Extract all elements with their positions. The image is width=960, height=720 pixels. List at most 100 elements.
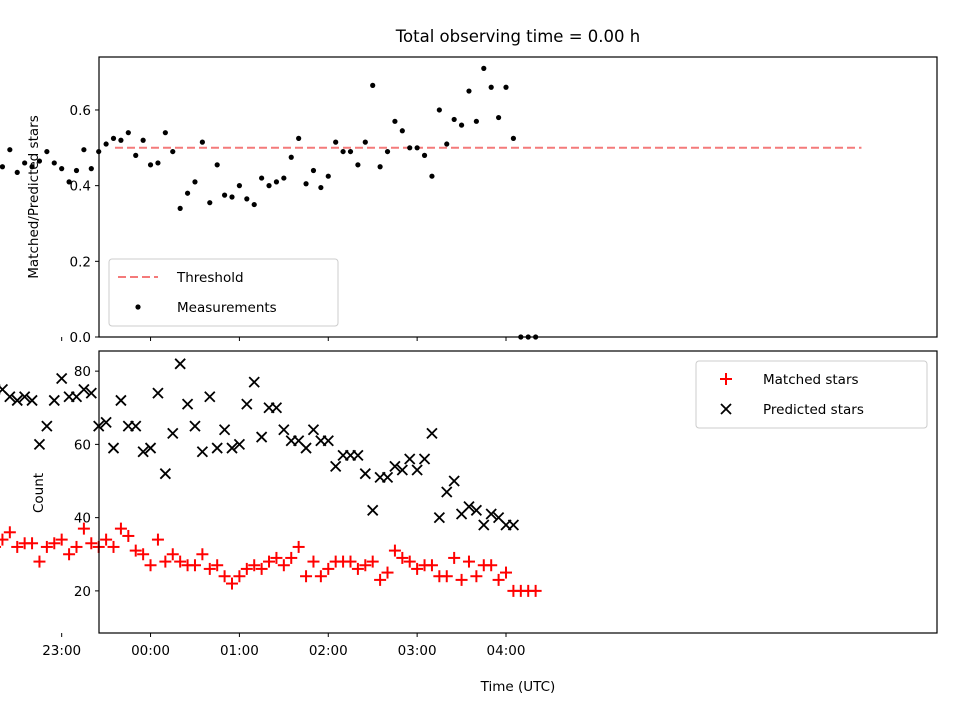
- predicted-star-point: [233, 438, 246, 451]
- matched-star-point: [448, 551, 461, 564]
- matched-star-point: [33, 555, 46, 568]
- matched-star-point: [366, 555, 379, 568]
- measurement-point: [214, 162, 220, 168]
- measurement-point: [355, 162, 361, 168]
- measurement-point: [133, 152, 139, 158]
- matched-star-point: [285, 551, 298, 564]
- matched-star-point: [196, 548, 209, 561]
- measurement-point: [421, 152, 428, 158]
- predicted-star-point: [152, 387, 164, 399]
- measurement-point: [488, 84, 494, 90]
- matched-star-point: [174, 555, 187, 568]
- matched-star-point: [359, 559, 372, 572]
- matched-star-point: [107, 540, 120, 553]
- measurement-point: [296, 135, 302, 141]
- predicted-star-point: [396, 464, 408, 476]
- legend-measurements-swatch: [135, 304, 141, 310]
- predicted-star-point: [255, 431, 268, 443]
- measurement-point: [125, 130, 131, 136]
- matched-star-point: [203, 562, 216, 575]
- measurement-point: [429, 173, 435, 179]
- matched-star-point: [129, 544, 142, 557]
- predicted-star-point: [181, 398, 194, 410]
- predicted-star-point: [41, 420, 53, 432]
- predicted-star-point: [33, 438, 46, 451]
- measurement-point: [236, 183, 243, 189]
- matched-star-point: [26, 537, 39, 550]
- measurement-point: [110, 135, 117, 141]
- measurement-point: [88, 166, 94, 172]
- predicted-star-point: [485, 508, 497, 520]
- matched-star-point: [48, 537, 61, 550]
- matched-star-point: [248, 559, 261, 572]
- matched-star-point: [151, 533, 164, 546]
- top-axes-frame: [98, 56, 938, 338]
- bottom-legend: Matched stars Predicted stars: [695, 360, 928, 429]
- bottom-axes-frame: [98, 350, 938, 634]
- bottom-panel: 2040608020:0021:0022:0023:0000:0001:0002…: [0, 350, 938, 695]
- top-ytick-label: 0.2: [70, 254, 91, 270]
- measurement-point: [407, 145, 413, 151]
- predicted-star-point: [448, 475, 460, 487]
- predicted-star-point: [4, 391, 16, 403]
- measurement-point: [288, 154, 294, 160]
- matched-star-point: [218, 570, 231, 583]
- measurement-point: [458, 122, 465, 128]
- bottom-xtick-label: 01:00: [220, 643, 259, 659]
- predicted-star-point: [26, 394, 38, 407]
- measurement-point: [266, 183, 272, 189]
- predicted-star-point: [426, 427, 438, 440]
- bottom-xtick-label: 00:00: [131, 643, 170, 659]
- matched-star-point: [70, 540, 83, 553]
- matched-star-point: [462, 555, 475, 568]
- predicted-star-point: [248, 376, 260, 388]
- matched-star-point: [85, 537, 98, 550]
- predicted-star-point: [307, 424, 320, 436]
- matched-star-point: [3, 526, 16, 539]
- measurement-point: [259, 175, 265, 181]
- bottom-xtick-label: 03:00: [398, 643, 437, 659]
- measurement-point: [473, 118, 479, 124]
- bottom-ytick-label: 80: [74, 364, 91, 380]
- measurement-point: [147, 162, 154, 168]
- bottom-xtick-label: 04:00: [487, 643, 526, 659]
- predicted-star-point: [218, 424, 231, 436]
- measurement-point: [370, 82, 376, 88]
- predicted-star-point: [352, 449, 364, 462]
- matched-star-point: [188, 559, 201, 572]
- measurement-point: [362, 139, 368, 145]
- legend-threshold-label: Threshold: [176, 270, 244, 286]
- predicted-star-point: [174, 358, 186, 370]
- measurement-point: [451, 116, 457, 123]
- matched-star-point: [492, 573, 505, 586]
- legend-predicted-swatch: [720, 403, 732, 415]
- measurement-point: [399, 128, 405, 134]
- matched-star-point: [263, 555, 276, 568]
- measurement-point: [59, 166, 65, 172]
- measurement-point: [310, 167, 317, 174]
- matched-star-point: [425, 559, 438, 572]
- measurement-point: [51, 160, 57, 166]
- measurement-point: [384, 148, 391, 155]
- measurement-point: [347, 148, 354, 155]
- predicted-star-point: [226, 442, 238, 454]
- measurement-point: [36, 158, 43, 164]
- predicted-star-point: [167, 427, 179, 440]
- matched-star-point: [388, 544, 401, 557]
- measurement-point: [244, 196, 250, 202]
- top-panel: Total observing time = 0.00 h 0.00.20.40…: [0, 27, 938, 346]
- matched-stars-points: [0, 522, 542, 597]
- predicted-star-point: [463, 501, 475, 513]
- bottom-ylabel: Count: [31, 473, 47, 513]
- measurement-point: [303, 181, 309, 187]
- measurement-point: [192, 179, 198, 185]
- predicted-star-point: [85, 387, 97, 399]
- predicted-star-point: [367, 504, 379, 516]
- matched-star-point: [270, 551, 283, 564]
- measurement-point: [221, 192, 228, 198]
- bottom-ytick-label: 20: [74, 584, 91, 600]
- measurement-point: [140, 137, 146, 143]
- bottom-ticks: 2040608020:0021:0022:0023:0000:0001:0002…: [42, 364, 526, 659]
